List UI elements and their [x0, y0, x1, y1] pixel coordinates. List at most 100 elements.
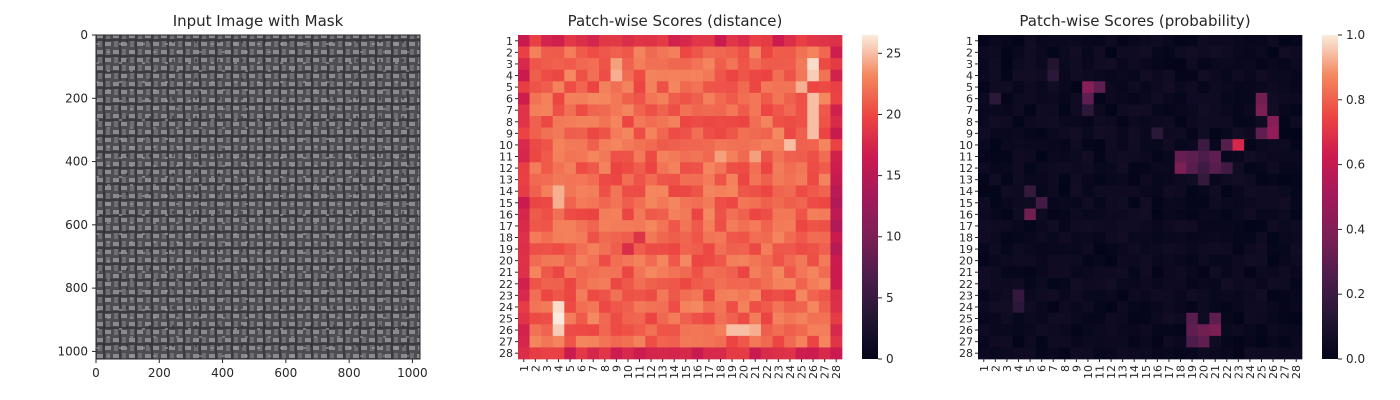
heatmap-cell — [737, 58, 750, 71]
heatmap-cell — [818, 127, 831, 140]
heatmap-cell — [1093, 139, 1106, 152]
heatmap-cell — [784, 278, 797, 290]
heatmap-cell — [1128, 289, 1141, 302]
heatmap-cell — [587, 46, 600, 59]
heatmap-cell — [1151, 104, 1164, 117]
heatmap-cell — [1001, 58, 1014, 71]
heatmap-cell — [564, 254, 577, 267]
heatmap-cell — [1105, 254, 1118, 267]
heatmap-cell — [978, 335, 990, 348]
heatmap-cell — [1151, 185, 1164, 198]
heatmap-cell — [680, 46, 692, 59]
col-label: 13 — [657, 365, 670, 379]
heatmap-cell — [680, 301, 692, 314]
heatmap-cell — [1278, 278, 1291, 290]
heatmap-cell — [587, 139, 600, 152]
heatmap-cell — [518, 162, 530, 175]
heatmap-cell — [1267, 173, 1280, 186]
heatmap-cell — [656, 289, 669, 302]
heatmap-cell — [1290, 220, 1303, 233]
heatmap-cell — [1070, 81, 1083, 94]
heatmap-cell — [1232, 162, 1245, 175]
y-tick-label: 200 — [65, 91, 88, 105]
heatmap-cell — [1140, 301, 1152, 314]
heatmap-cell — [1151, 208, 1164, 221]
heatmap-cell — [714, 173, 727, 186]
heatmap-cell — [978, 150, 990, 163]
heatmap-cell — [575, 301, 588, 314]
col-label: 18 — [715, 365, 728, 379]
heatmap-cell — [1116, 58, 1129, 71]
heatmap-cell — [1070, 266, 1083, 279]
row-label: 1 — [966, 35, 973, 48]
heatmap-cell — [1290, 81, 1303, 94]
row-label: 22 — [499, 278, 513, 291]
heatmap-cell — [541, 347, 554, 360]
heatmap-cell — [541, 197, 554, 209]
heatmap-cell — [610, 208, 623, 221]
heatmap-cell — [1140, 116, 1152, 128]
heatmap-cell — [1070, 173, 1083, 186]
heatmap-cell — [1093, 347, 1106, 360]
heatmap-cell — [795, 231, 808, 244]
heatmap-cell — [691, 139, 704, 152]
heatmap-cell — [807, 231, 820, 244]
heatmap-cell — [552, 266, 565, 279]
heatmap-cell — [703, 127, 716, 140]
heatmap-cell — [622, 150, 635, 163]
heatmap-cell — [1116, 127, 1129, 140]
heatmap-cell — [978, 231, 990, 244]
heatmap-cell — [795, 278, 808, 290]
heatmap-cell — [818, 208, 831, 221]
heatmap-cell — [1035, 35, 1048, 47]
heatmap-cell — [989, 81, 1002, 94]
heatmap-cell — [1105, 46, 1118, 59]
heatmap-cell — [691, 231, 704, 244]
heatmap-cell — [541, 92, 554, 105]
heatmap-cell — [1232, 173, 1245, 186]
heatmap-cell — [1140, 104, 1152, 117]
heatmap-cell — [610, 197, 623, 209]
heatmap-cell — [587, 35, 600, 47]
heatmap-cell — [749, 254, 762, 267]
heatmap-cell — [737, 104, 750, 117]
heatmap-cell — [749, 81, 762, 94]
heatmap-cell — [645, 278, 658, 290]
heatmap-cell — [691, 243, 704, 256]
heatmap-cell — [1209, 162, 1222, 175]
heatmap-cell — [1116, 289, 1129, 302]
heatmap-cell — [795, 46, 808, 59]
heatmap-cell — [830, 231, 843, 244]
heatmap-cell — [645, 81, 658, 94]
heatmap-cell — [680, 92, 692, 105]
heatmap-cell — [691, 92, 704, 105]
heatmap-cell — [1001, 324, 1014, 337]
heatmap-cell — [749, 173, 762, 186]
heatmap-cell — [1163, 254, 1176, 267]
heatmap-cell — [784, 162, 797, 175]
heatmap-cell — [761, 69, 773, 82]
row-label: 2 — [506, 46, 513, 59]
row-label: 5 — [966, 81, 973, 94]
heatmap-cell — [807, 335, 820, 348]
heatmap-cell — [541, 220, 554, 233]
heatmap-cell — [989, 278, 1002, 290]
heatmap-cell — [749, 347, 762, 360]
heatmap-cell — [1059, 69, 1071, 82]
heatmap-cell — [552, 69, 565, 82]
heatmap-cell — [784, 208, 797, 221]
heatmap-cell — [645, 104, 658, 117]
heatmap-cell — [1140, 35, 1152, 47]
heatmap-cell — [1128, 139, 1141, 152]
heatmap-cell — [1197, 150, 1210, 163]
heatmap-cell — [1070, 278, 1083, 290]
heatmap-cell — [737, 335, 750, 348]
heatmap-cell — [703, 104, 716, 117]
heatmap-cell — [1116, 220, 1129, 233]
heatmap-cell — [726, 335, 739, 348]
heatmap-cell — [703, 139, 716, 152]
heatmap-cell — [1116, 243, 1129, 256]
heatmap-cell — [714, 312, 727, 325]
heatmap-cell — [795, 58, 808, 71]
heatmap-cell — [1197, 92, 1210, 105]
